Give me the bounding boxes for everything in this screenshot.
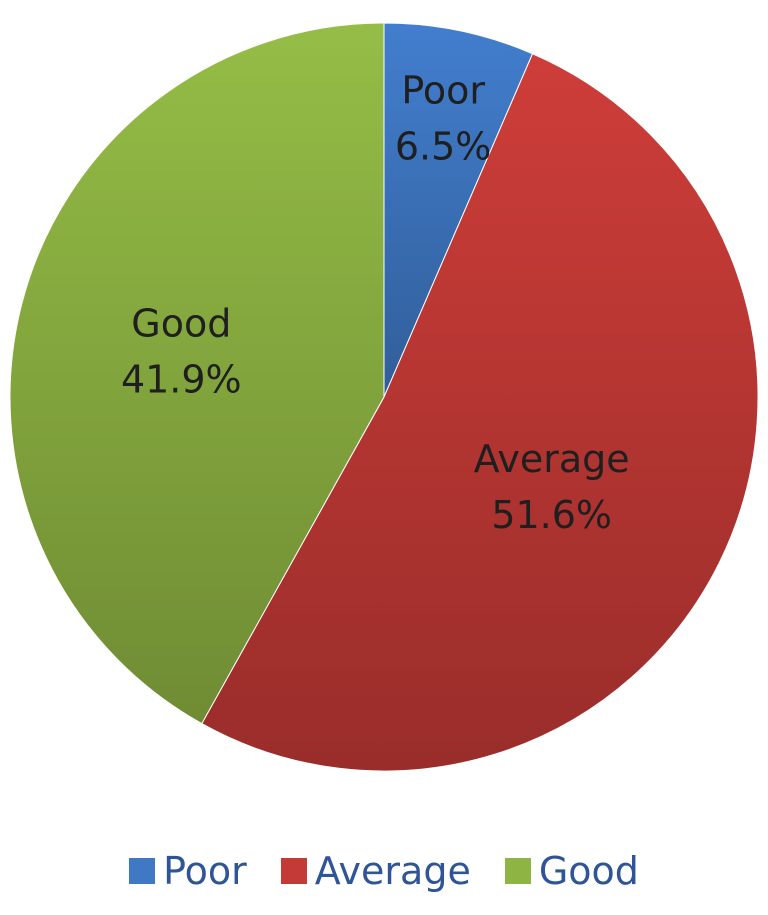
legend-label-average: Average <box>314 849 471 893</box>
legend-label-good: Good <box>538 849 639 893</box>
legend-item-good: Good <box>504 849 639 893</box>
slice-labels-layer: Poor 6.5% Average 51.6% Good 41.9% <box>121 68 630 536</box>
legend-swatch-average <box>280 858 307 884</box>
legend: Poor Average Good <box>0 846 768 896</box>
pie-slice-poor <box>383 22 534 398</box>
legend-item-average: Average <box>280 849 471 893</box>
slice-label-average: Average 51.6% <box>474 437 630 537</box>
slice-label-good-value: 41.9% <box>121 357 242 401</box>
slice-label-average-value: 51.6% <box>491 493 612 537</box>
slice-label-poor-value: 6.5% <box>395 124 492 168</box>
pie-slice-good <box>9 22 385 725</box>
legend-swatch-poor <box>129 858 156 884</box>
pie-slice-average <box>201 53 759 772</box>
slice-label-good-category: Good <box>131 301 231 345</box>
slice-label-average-category: Average <box>474 437 630 481</box>
slices-layer <box>9 22 759 772</box>
slice-label-poor: Poor 6.5% <box>395 68 492 168</box>
legend-item-poor: Poor <box>129 852 247 890</box>
legend-label-poor: Poor <box>163 849 247 893</box>
slice-label-poor-category: Poor <box>401 68 485 112</box>
legend-swatch-good <box>504 858 531 884</box>
slice-label-good: Good 41.9% <box>121 301 242 401</box>
